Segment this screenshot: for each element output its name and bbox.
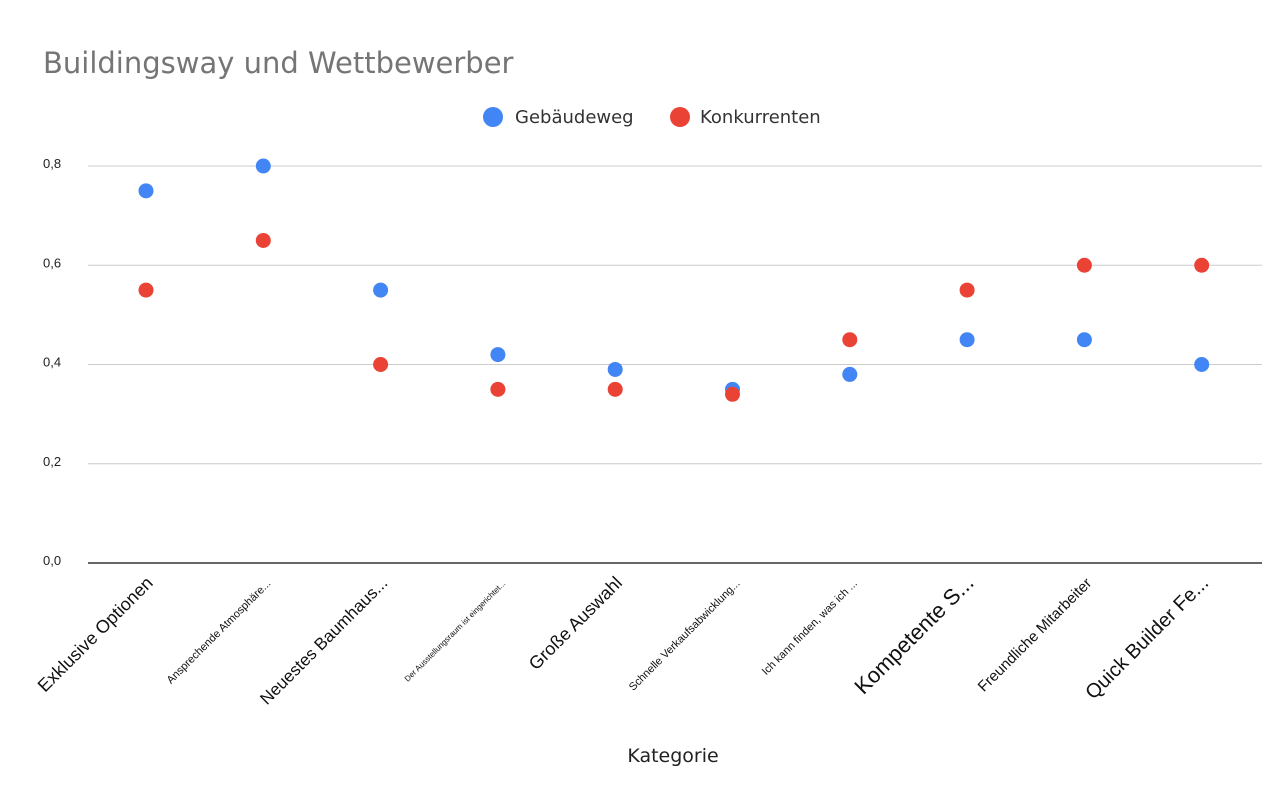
x-tick-label: Neuestes Baumhaus...: [256, 573, 391, 708]
point-series-2: [138, 282, 154, 298]
x-tick-label: Freundliche Mitarbeiter: [975, 575, 1095, 695]
point-series-1: [138, 183, 154, 199]
point-series-1: [490, 347, 506, 363]
y-tick-label: 0,4: [43, 355, 61, 370]
legend: Gebäudeweg Konkurrenten: [483, 107, 821, 128]
x-axis-label: Kategorie: [627, 745, 718, 767]
legend-marker-series-1: [483, 107, 503, 127]
x-axis-ticks: Exklusive Optionen Ansprechende Atmosphär…: [34, 570, 1214, 709]
point-series-1: [1076, 332, 1092, 348]
legend-label-series-1: Gebäudeweg: [515, 107, 634, 128]
point-series-2: [373, 357, 389, 372]
x-tick-label: Ich kann finden, was ich ...: [760, 578, 860, 678]
y-tick-label: 0,6: [43, 255, 61, 270]
point-series-1: [1194, 357, 1210, 372]
y-tick-label: 0,2: [43, 454, 61, 469]
data-points: [138, 158, 1210, 402]
point-series-1: [959, 332, 975, 348]
x-tick-label: Exklusive Optionen: [34, 573, 157, 696]
x-tick-label: Quick Builder Fe...: [1081, 572, 1213, 704]
point-series-2: [1194, 257, 1210, 273]
point-series-2: [255, 232, 271, 248]
legend-label-series-2: Konkurrenten: [700, 107, 821, 128]
x-tick-label: Schnelle Verkaufsabwicklung...: [627, 578, 743, 694]
point-series-2: [842, 332, 858, 348]
point-series-1: [373, 282, 389, 298]
chart-title: Buildingsway und Wettbewerber: [43, 46, 514, 80]
point-series-1: [607, 361, 623, 377]
point-series-2: [490, 381, 506, 397]
y-tick-label: 0,8: [43, 156, 61, 171]
legend-marker-series-2: [670, 107, 690, 127]
point-series-2: [1076, 257, 1092, 273]
x-tick-label: Der Ausstellungsraum ist eingerichtet...: [403, 579, 507, 683]
x-tick-label: Große Auswahl: [525, 573, 626, 674]
y-axis-ticks: 0,0 0,2 0,4 0,6 0,8: [43, 156, 61, 568]
point-series-1: [842, 366, 858, 382]
grid-lines: [88, 165, 1262, 465]
point-series-2: [959, 282, 975, 298]
y-tick-label: 0,0: [43, 553, 61, 568]
x-tick-label: Kompetente S...: [849, 570, 978, 699]
point-series-1: [255, 158, 271, 174]
point-series-2: [725, 386, 740, 402]
x-tick-label: Ansprechende Atmosphäre...: [165, 578, 274, 687]
point-series-2: [607, 381, 623, 397]
